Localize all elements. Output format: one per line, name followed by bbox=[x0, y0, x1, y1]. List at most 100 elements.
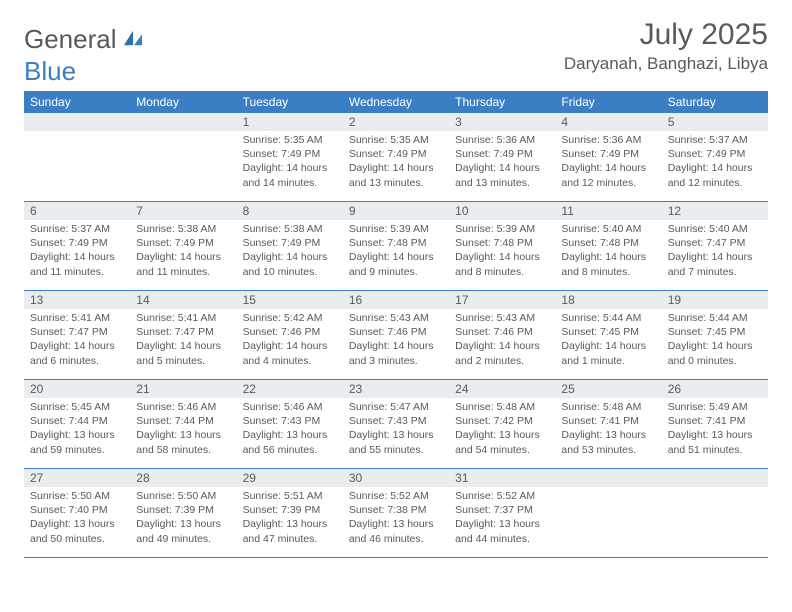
day-body: Sunrise: 5:39 AMSunset: 7:48 PMDaylight:… bbox=[343, 220, 449, 283]
day-cell: 17Sunrise: 5:43 AMSunset: 7:46 PMDayligh… bbox=[449, 291, 555, 379]
day-body: Sunrise: 5:41 AMSunset: 7:47 PMDaylight:… bbox=[24, 309, 130, 372]
day-cell: 31Sunrise: 5:52 AMSunset: 7:37 PMDayligh… bbox=[449, 469, 555, 557]
week-row: 13Sunrise: 5:41 AMSunset: 7:47 PMDayligh… bbox=[24, 291, 768, 380]
day-cell: 15Sunrise: 5:42 AMSunset: 7:46 PMDayligh… bbox=[237, 291, 343, 379]
day-number: 3 bbox=[449, 113, 555, 131]
day-number: 7 bbox=[130, 202, 236, 220]
day-body: Sunrise: 5:50 AMSunset: 7:40 PMDaylight:… bbox=[24, 487, 130, 550]
day-number: 10 bbox=[449, 202, 555, 220]
day-cell: 26Sunrise: 5:49 AMSunset: 7:41 PMDayligh… bbox=[662, 380, 768, 468]
weekday-thursday: Thursday bbox=[449, 91, 555, 113]
day-cell: 18Sunrise: 5:44 AMSunset: 7:45 PMDayligh… bbox=[555, 291, 661, 379]
day-number-empty bbox=[555, 469, 661, 487]
day-body: Sunrise: 5:35 AMSunset: 7:49 PMDaylight:… bbox=[237, 131, 343, 194]
day-cell: 6Sunrise: 5:37 AMSunset: 7:49 PMDaylight… bbox=[24, 202, 130, 290]
day-cell: 5Sunrise: 5:37 AMSunset: 7:49 PMDaylight… bbox=[662, 113, 768, 201]
day-number: 8 bbox=[237, 202, 343, 220]
day-cell: 13Sunrise: 5:41 AMSunset: 7:47 PMDayligh… bbox=[24, 291, 130, 379]
day-cell: 7Sunrise: 5:38 AMSunset: 7:49 PMDaylight… bbox=[130, 202, 236, 290]
day-body: Sunrise: 5:43 AMSunset: 7:46 PMDaylight:… bbox=[449, 309, 555, 372]
day-body: Sunrise: 5:37 AMSunset: 7:49 PMDaylight:… bbox=[662, 131, 768, 194]
logo-text-general: General bbox=[24, 24, 117, 55]
day-cell: 21Sunrise: 5:46 AMSunset: 7:44 PMDayligh… bbox=[130, 380, 236, 468]
month-title: July 2025 bbox=[564, 18, 768, 52]
day-number-empty bbox=[662, 469, 768, 487]
weekday-monday: Monday bbox=[130, 91, 236, 113]
day-cell: 22Sunrise: 5:46 AMSunset: 7:43 PMDayligh… bbox=[237, 380, 343, 468]
day-number: 18 bbox=[555, 291, 661, 309]
day-body: Sunrise: 5:48 AMSunset: 7:42 PMDaylight:… bbox=[449, 398, 555, 461]
day-cell: 9Sunrise: 5:39 AMSunset: 7:48 PMDaylight… bbox=[343, 202, 449, 290]
day-number: 23 bbox=[343, 380, 449, 398]
day-body: Sunrise: 5:36 AMSunset: 7:49 PMDaylight:… bbox=[555, 131, 661, 194]
weekday-saturday: Saturday bbox=[662, 91, 768, 113]
day-body: Sunrise: 5:41 AMSunset: 7:47 PMDaylight:… bbox=[130, 309, 236, 372]
day-body: Sunrise: 5:36 AMSunset: 7:49 PMDaylight:… bbox=[449, 131, 555, 194]
day-cell: 3Sunrise: 5:36 AMSunset: 7:49 PMDaylight… bbox=[449, 113, 555, 201]
day-number: 29 bbox=[237, 469, 343, 487]
day-cell-empty bbox=[24, 113, 130, 201]
day-cell: 30Sunrise: 5:52 AMSunset: 7:38 PMDayligh… bbox=[343, 469, 449, 557]
day-cell-empty bbox=[555, 469, 661, 557]
day-number: 25 bbox=[555, 380, 661, 398]
day-cell: 2Sunrise: 5:35 AMSunset: 7:49 PMDaylight… bbox=[343, 113, 449, 201]
day-number: 30 bbox=[343, 469, 449, 487]
day-body: Sunrise: 5:51 AMSunset: 7:39 PMDaylight:… bbox=[237, 487, 343, 550]
day-cell: 27Sunrise: 5:50 AMSunset: 7:40 PMDayligh… bbox=[24, 469, 130, 557]
weekday-sunday: Sunday bbox=[24, 91, 130, 113]
day-body: Sunrise: 5:35 AMSunset: 7:49 PMDaylight:… bbox=[343, 131, 449, 194]
day-body: Sunrise: 5:42 AMSunset: 7:46 PMDaylight:… bbox=[237, 309, 343, 372]
day-cell: 4Sunrise: 5:36 AMSunset: 7:49 PMDaylight… bbox=[555, 113, 661, 201]
day-body: Sunrise: 5:46 AMSunset: 7:43 PMDaylight:… bbox=[237, 398, 343, 461]
day-body: Sunrise: 5:38 AMSunset: 7:49 PMDaylight:… bbox=[237, 220, 343, 283]
weeks-container: 1Sunrise: 5:35 AMSunset: 7:49 PMDaylight… bbox=[24, 113, 768, 558]
day-number: 11 bbox=[555, 202, 661, 220]
day-number: 13 bbox=[24, 291, 130, 309]
week-row: 20Sunrise: 5:45 AMSunset: 7:44 PMDayligh… bbox=[24, 380, 768, 469]
day-number: 31 bbox=[449, 469, 555, 487]
day-cell: 23Sunrise: 5:47 AMSunset: 7:43 PMDayligh… bbox=[343, 380, 449, 468]
day-cell: 14Sunrise: 5:41 AMSunset: 7:47 PMDayligh… bbox=[130, 291, 236, 379]
day-number: 19 bbox=[662, 291, 768, 309]
day-body: Sunrise: 5:44 AMSunset: 7:45 PMDaylight:… bbox=[555, 309, 661, 372]
title-block: July 2025 Daryanah, Banghazi, Libya bbox=[564, 18, 768, 74]
day-body: Sunrise: 5:46 AMSunset: 7:44 PMDaylight:… bbox=[130, 398, 236, 461]
day-body: Sunrise: 5:40 AMSunset: 7:48 PMDaylight:… bbox=[555, 220, 661, 283]
weekday-header-row: SundayMondayTuesdayWednesdayThursdayFrid… bbox=[24, 91, 768, 113]
day-number: 9 bbox=[343, 202, 449, 220]
day-body: Sunrise: 5:47 AMSunset: 7:43 PMDaylight:… bbox=[343, 398, 449, 461]
day-number: 2 bbox=[343, 113, 449, 131]
day-number: 24 bbox=[449, 380, 555, 398]
day-body: Sunrise: 5:40 AMSunset: 7:47 PMDaylight:… bbox=[662, 220, 768, 283]
day-body: Sunrise: 5:52 AMSunset: 7:37 PMDaylight:… bbox=[449, 487, 555, 550]
day-cell-empty bbox=[130, 113, 236, 201]
day-cell: 19Sunrise: 5:44 AMSunset: 7:45 PMDayligh… bbox=[662, 291, 768, 379]
calendar: SundayMondayTuesdayWednesdayThursdayFrid… bbox=[24, 91, 768, 558]
day-number: 15 bbox=[237, 291, 343, 309]
day-cell: 25Sunrise: 5:48 AMSunset: 7:41 PMDayligh… bbox=[555, 380, 661, 468]
day-number: 28 bbox=[130, 469, 236, 487]
day-cell: 16Sunrise: 5:43 AMSunset: 7:46 PMDayligh… bbox=[343, 291, 449, 379]
day-body: Sunrise: 5:39 AMSunset: 7:48 PMDaylight:… bbox=[449, 220, 555, 283]
logo: General bbox=[24, 18, 146, 55]
day-number: 16 bbox=[343, 291, 449, 309]
weekday-wednesday: Wednesday bbox=[343, 91, 449, 113]
logo-text-blue: Blue bbox=[24, 56, 76, 87]
location: Daryanah, Banghazi, Libya bbox=[564, 54, 768, 74]
day-number: 21 bbox=[130, 380, 236, 398]
week-row: 27Sunrise: 5:50 AMSunset: 7:40 PMDayligh… bbox=[24, 469, 768, 558]
day-number: 26 bbox=[662, 380, 768, 398]
day-cell: 20Sunrise: 5:45 AMSunset: 7:44 PMDayligh… bbox=[24, 380, 130, 468]
day-number: 4 bbox=[555, 113, 661, 131]
day-number: 27 bbox=[24, 469, 130, 487]
week-row: 1Sunrise: 5:35 AMSunset: 7:49 PMDaylight… bbox=[24, 113, 768, 202]
day-number: 12 bbox=[662, 202, 768, 220]
calendar-page: General July 2025 Daryanah, Banghazi, Li… bbox=[0, 0, 792, 576]
weekday-tuesday: Tuesday bbox=[237, 91, 343, 113]
day-body: Sunrise: 5:45 AMSunset: 7:44 PMDaylight:… bbox=[24, 398, 130, 461]
day-cell: 10Sunrise: 5:39 AMSunset: 7:48 PMDayligh… bbox=[449, 202, 555, 290]
week-row: 6Sunrise: 5:37 AMSunset: 7:49 PMDaylight… bbox=[24, 202, 768, 291]
day-cell: 1Sunrise: 5:35 AMSunset: 7:49 PMDaylight… bbox=[237, 113, 343, 201]
day-number-empty bbox=[130, 113, 236, 131]
day-number: 14 bbox=[130, 291, 236, 309]
